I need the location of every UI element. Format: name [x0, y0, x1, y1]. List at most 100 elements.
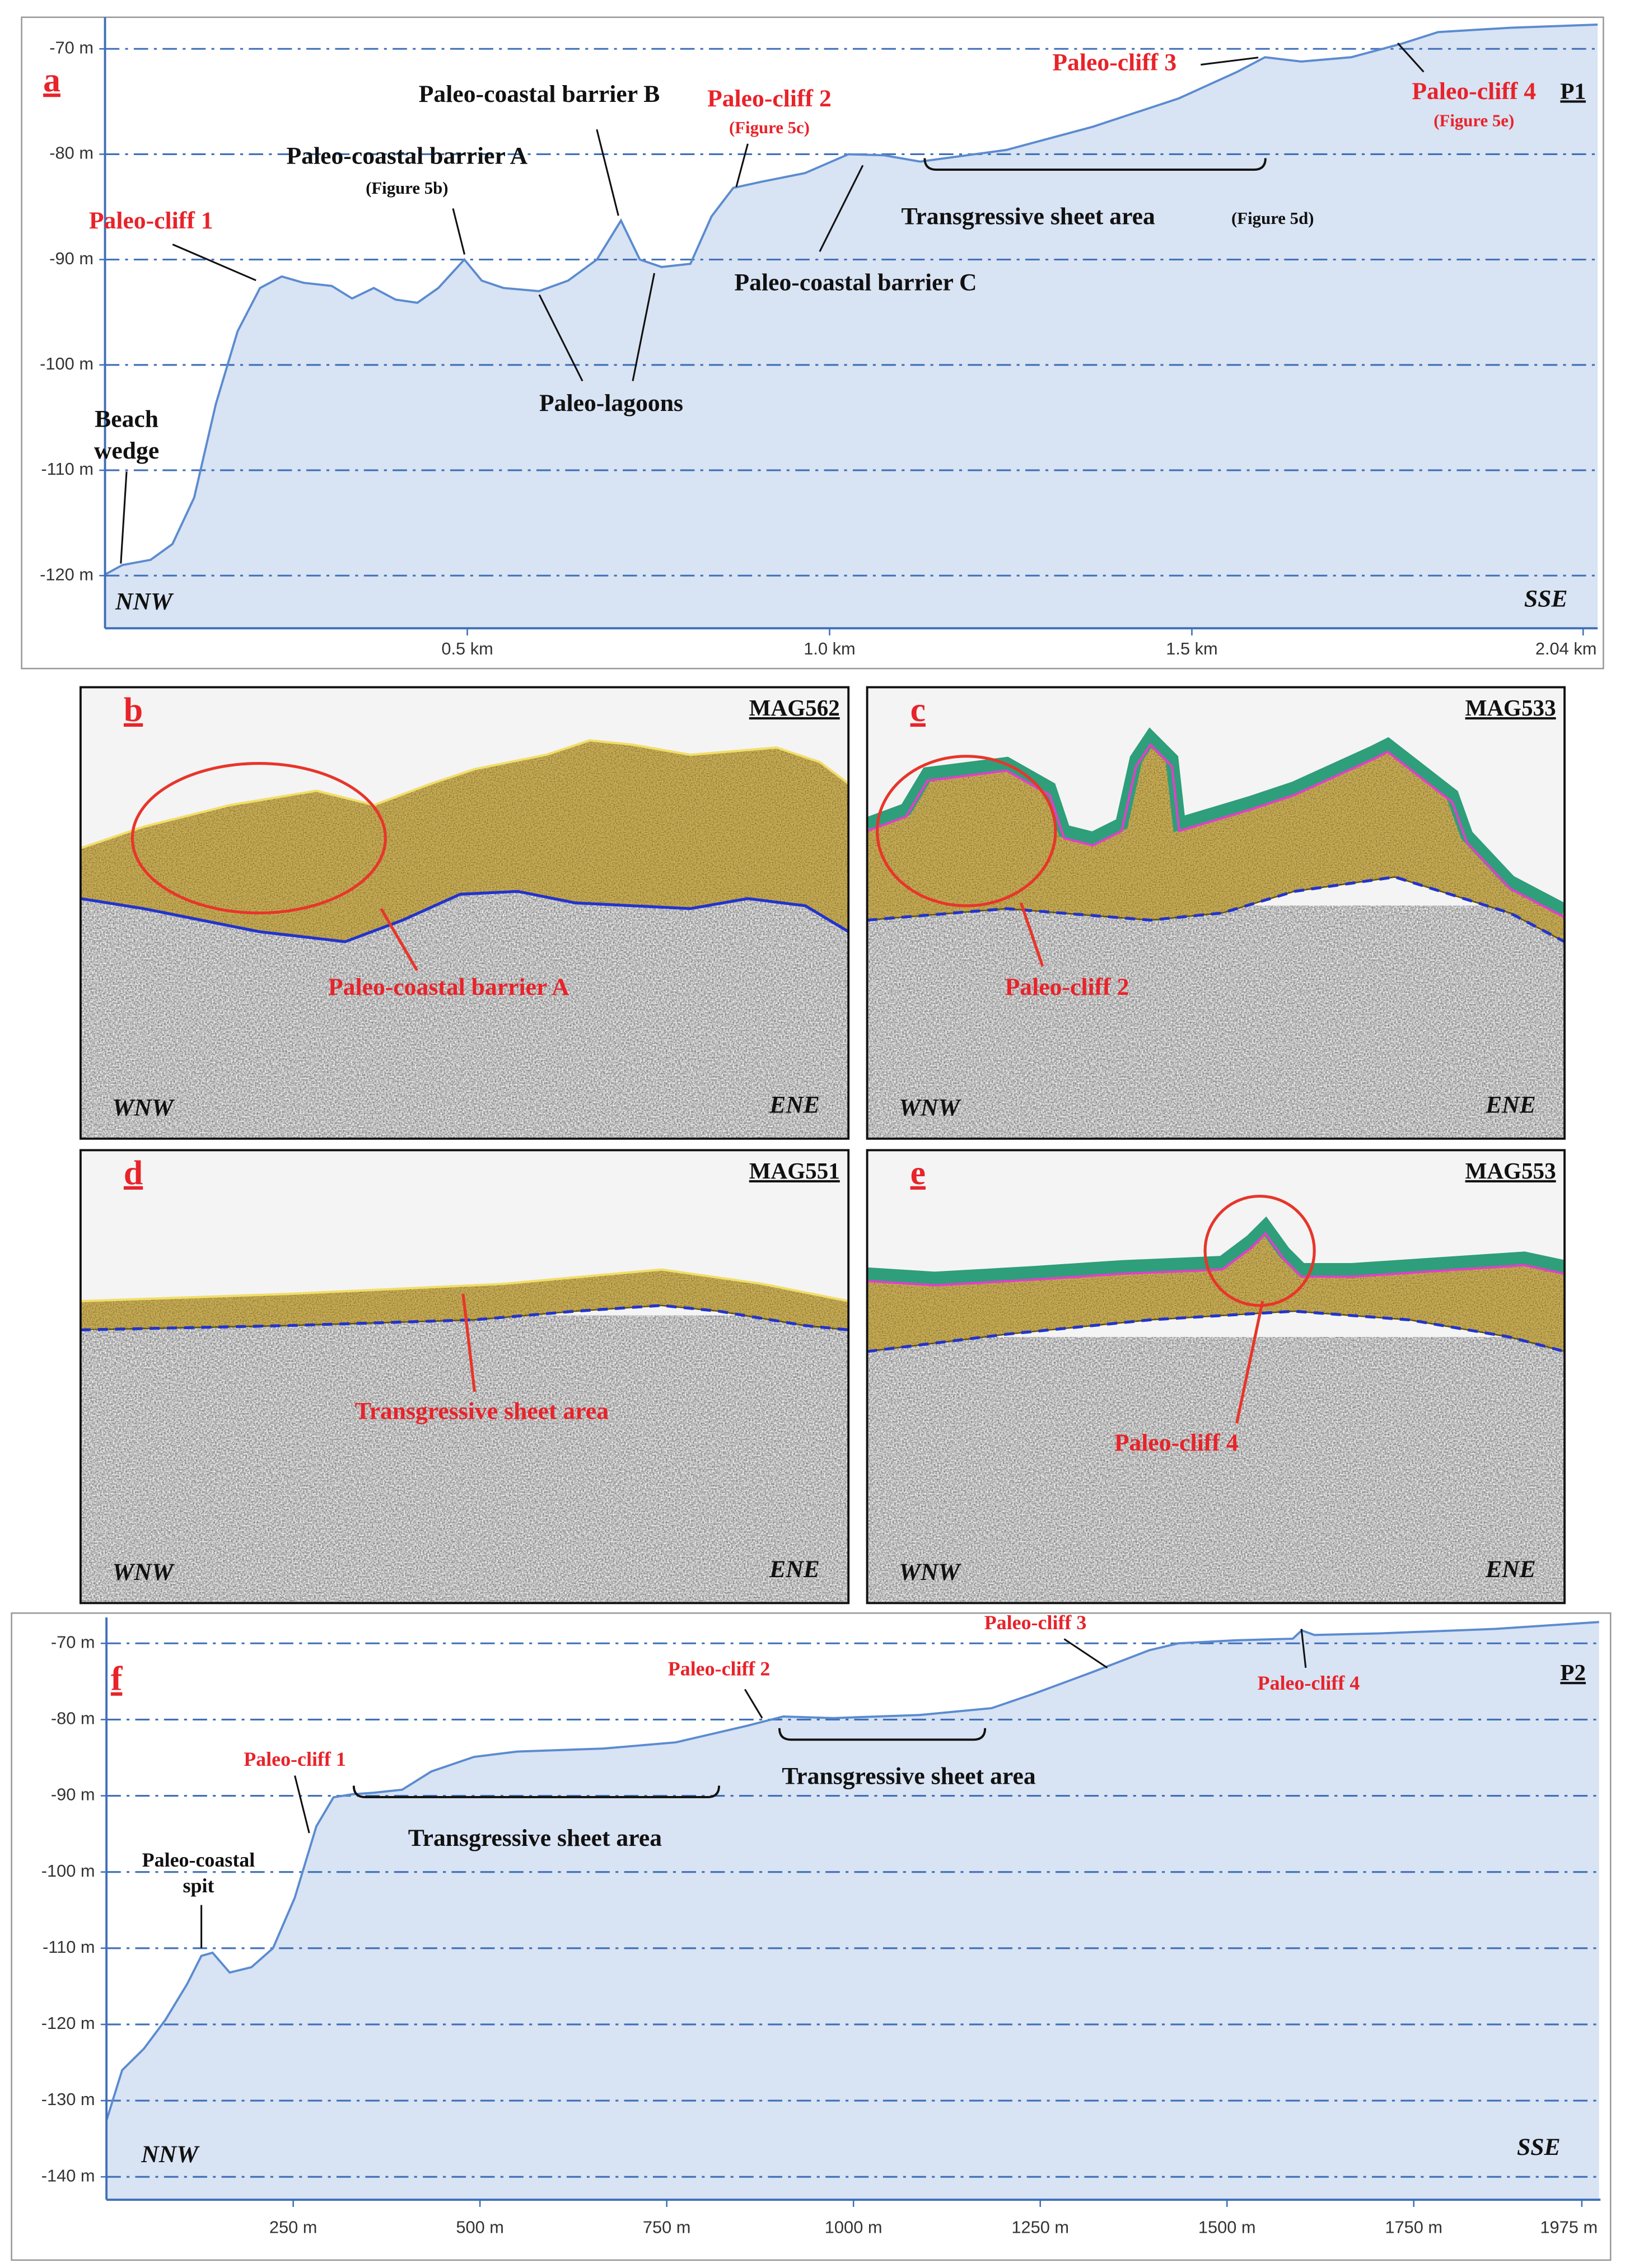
panel-letter: b — [124, 691, 143, 729]
leader-line — [172, 244, 256, 282]
profile-code: MAG553 — [1465, 1158, 1556, 1184]
leader-line — [452, 208, 466, 255]
profile-code: MAG533 — [1465, 695, 1556, 721]
leader-line — [1063, 1638, 1108, 1669]
panel-image: Paleo-cliff 4 — [867, 1150, 1565, 1603]
highlight-ellipse — [1203, 1194, 1316, 1307]
y-tick-label: -100 m — [41, 1861, 95, 1881]
leader-line — [538, 294, 583, 382]
panel-letter: e — [910, 1154, 926, 1192]
base-reflector — [80, 890, 849, 943]
annotation: Paleo-cliff 1 — [89, 207, 213, 234]
annotation: Paleo-coastal — [142, 1849, 255, 1871]
profile-line — [104, 23, 1598, 576]
y-tick-label: -130 m — [41, 2089, 95, 2109]
leader-line — [1201, 57, 1259, 66]
annotation: Paleo-cliff 4 — [1412, 78, 1536, 105]
direction-right: ENE — [1485, 1556, 1536, 1583]
x-tick-label: 500 m — [456, 2218, 504, 2237]
direction-right: ENE — [1485, 1091, 1536, 1118]
x-tick-label: 2.04 km — [1535, 639, 1597, 658]
annotation: Paleo-coastal barrier B — [419, 81, 660, 107]
annotation: Paleo-coastal barrier C — [735, 269, 977, 296]
annotation: (Figure 5b) — [366, 179, 448, 198]
leader-line — [120, 471, 128, 564]
annotation: (Figure 5e) — [1433, 111, 1514, 130]
annotation: (Figure 5d) — [1231, 209, 1314, 228]
x-tick-label: 1250 m — [1011, 2218, 1069, 2237]
x-tick-label: 250 m — [269, 2218, 317, 2237]
y-tick-label: -140 m — [41, 2166, 95, 2185]
noise — [80, 884, 849, 1139]
profile-code: MAG562 — [749, 695, 840, 721]
direction-left: WNW — [112, 1559, 175, 1586]
x-tick-label: 1500 m — [1198, 2218, 1256, 2237]
annotation: (Figure 5c) — [729, 118, 810, 137]
panel-image: Transgressive sheet area — [80, 1150, 849, 1603]
panel-image: Paleo-coastal barrier A — [80, 687, 849, 1139]
y-tick-label: -70 m — [51, 1632, 95, 1652]
y-tick-label: -80 m — [49, 143, 94, 163]
panel-label: Paleo-coastal barrier A — [328, 974, 569, 1000]
panel-label: Paleo-cliff 4 — [1114, 1429, 1239, 1456]
upper-unit — [867, 1216, 1565, 1285]
panel-label: Transgressive sheet area — [355, 1397, 609, 1424]
profile-name: P1 — [1560, 78, 1586, 104]
direction-right: SSE — [1524, 585, 1568, 612]
x-tick-label: 1.0 km — [804, 639, 855, 658]
panel-frame — [866, 1149, 1566, 1605]
panel-label: Paleo-cliff 2 — [1005, 974, 1129, 1000]
y-tick-label: -120 m — [40, 564, 94, 584]
leader-line — [819, 165, 864, 252]
panel-image: Paleo-cliff 2 — [867, 687, 1565, 1139]
seismic-panel: Paleo-cliff 2 c MAG533 WNW ENE — [866, 686, 1566, 1140]
annotation: wedge — [94, 437, 159, 464]
seismic-panels: Paleo-coastal barrier A b MAG562 WNW ENE Pale… — [79, 686, 1566, 1605]
leader-line — [735, 143, 749, 188]
y-tick-label: -120 m — [41, 2013, 95, 2033]
profile-line — [105, 1621, 1599, 2121]
y-tick-label: -80 m — [51, 1709, 95, 1728]
annotation: Transgressive sheet area — [408, 1825, 662, 1851]
profile-area — [105, 24, 1598, 629]
annotation: Paleo-lagoons — [539, 390, 683, 417]
direction-left: NNW — [115, 588, 174, 615]
panel-letter: f — [111, 1660, 123, 1698]
profile-code: MAG551 — [749, 1158, 840, 1184]
noise — [867, 1337, 1565, 1603]
highlight-ellipse — [130, 762, 387, 915]
leader-line — [294, 1775, 310, 1834]
panel-frame — [866, 686, 1566, 1140]
y-tick-label: -110 m — [43, 1937, 95, 1957]
panel-frame — [79, 1149, 850, 1605]
seafloor-line — [80, 739, 849, 850]
direction-right: ENE — [769, 1556, 820, 1583]
leader-line — [461, 1293, 477, 1392]
panel-frame — [79, 686, 850, 1140]
annotation: Paleo-cliff 2 — [668, 1657, 771, 1680]
annotation: Transgressive sheet area — [902, 203, 1155, 230]
y-tick-label: -110 m — [41, 459, 94, 479]
panel-letter: c — [910, 691, 926, 729]
base-reflector — [867, 875, 1565, 943]
surface-line — [867, 1232, 1565, 1287]
direction-right: ENE — [769, 1091, 820, 1118]
panel-letter: a — [43, 61, 60, 99]
bracket — [778, 1728, 987, 1741]
seafloor-line — [80, 1268, 849, 1303]
x-tick-label: 1975 m — [1540, 2218, 1598, 2237]
annotation: Paleo-cliff 2 — [707, 85, 832, 112]
annotation: Paleo-coastal barrier A — [287, 142, 528, 169]
profile-area — [106, 1622, 1599, 2200]
bracket — [923, 158, 1267, 171]
profile-chart: -70 m -80 m -90 m -100 m -110 m -120 m 0.5 km 1… — [21, 16, 1604, 670]
base-reflector — [867, 1310, 1565, 1353]
y-tick-label: -100 m — [40, 354, 94, 373]
x-tick-label: 0.5 km — [441, 639, 493, 658]
annotation: Paleo-cliff 3 — [984, 1611, 1087, 1634]
y-tick-label: -90 m — [49, 249, 94, 268]
direction-left: NNW — [141, 2141, 200, 2168]
annotation: Paleo-cliff 3 — [1052, 49, 1176, 76]
direction-left: WNW — [899, 1559, 961, 1586]
